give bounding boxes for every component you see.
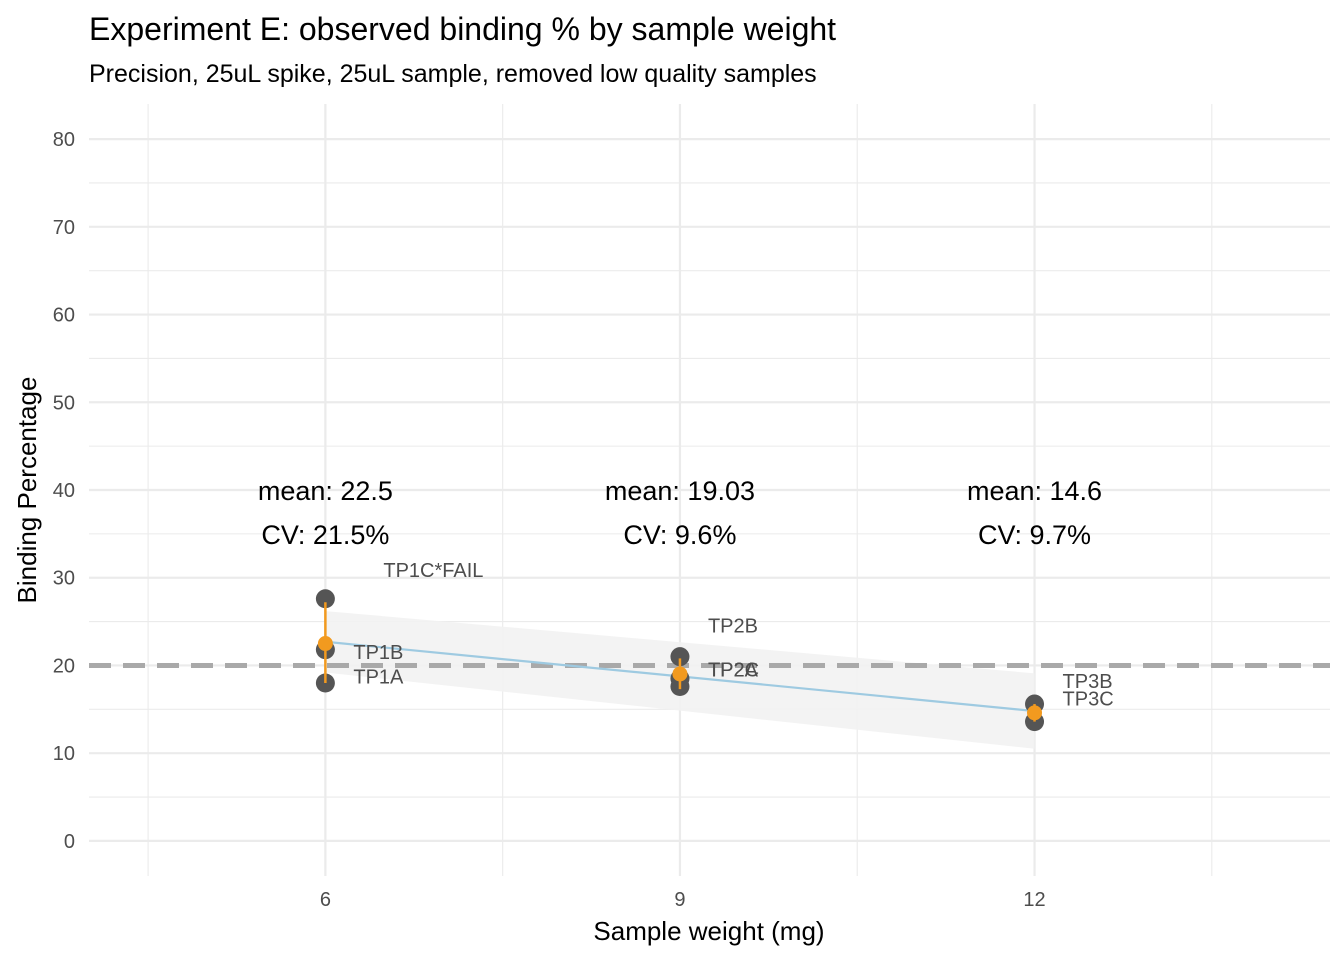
point-label: TP1B	[353, 642, 403, 664]
y-tick-label: 10	[53, 743, 75, 765]
means-layer	[317, 602, 1043, 722]
y-tick-label: 20	[53, 655, 75, 677]
stat-labels-layer: mean: 22.5 CV: 21.5% mean: 19.03 CV: 9.6% me…	[258, 476, 1102, 550]
cv-annotation: CV: 9.6%	[623, 520, 736, 550]
cv-annotation: CV: 9.7%	[978, 520, 1091, 550]
y-tick-label: 60	[53, 305, 75, 327]
point-label: TP3C	[1063, 689, 1114, 711]
mean-annotation: mean: 22.5	[258, 476, 393, 506]
point-label: TP3B	[1063, 671, 1113, 693]
y-tick-label: 0	[64, 831, 75, 853]
point-label: TP2A	[708, 660, 759, 682]
y-tick-label: 50	[53, 392, 75, 414]
x-tick-label: 6	[320, 889, 331, 911]
chart-subtitle: Precision, 25uL spike, 25uL sample, remo…	[89, 60, 817, 88]
cv-annotation: CV: 21.5%	[261, 520, 389, 550]
point-label: TP1A	[353, 667, 404, 689]
x-tick-label: 9	[674, 889, 685, 911]
y-tick-label: 80	[53, 129, 75, 151]
y-axis-title: Binding Percentage	[12, 377, 42, 604]
mean-point	[317, 636, 333, 652]
mean-annotation: mean: 14.6	[967, 476, 1102, 506]
mean-point	[672, 666, 688, 682]
mean-point	[1027, 705, 1043, 721]
point-label: TP2C	[708, 660, 759, 682]
point-label: TP1C*FAIL	[383, 560, 483, 582]
y-tick-label: 70	[53, 217, 75, 239]
y-tick-label: 30	[53, 568, 75, 590]
data-point	[315, 589, 335, 609]
mean-annotation: mean: 19.03	[605, 476, 755, 506]
data-point	[670, 647, 690, 667]
y-tick-label: 40	[53, 480, 75, 502]
chart-title: Experiment E: observed binding % by samp…	[89, 11, 836, 47]
tick-labels-layer: 0 10 20 30 40 50 60 70 80 6 9 12	[53, 129, 1046, 911]
x-tick-label: 12	[1023, 889, 1045, 911]
grid-layer	[89, 104, 1330, 876]
x-axis-title: Sample weight (mg)	[593, 916, 824, 946]
point-label: TP2B	[708, 616, 758, 638]
